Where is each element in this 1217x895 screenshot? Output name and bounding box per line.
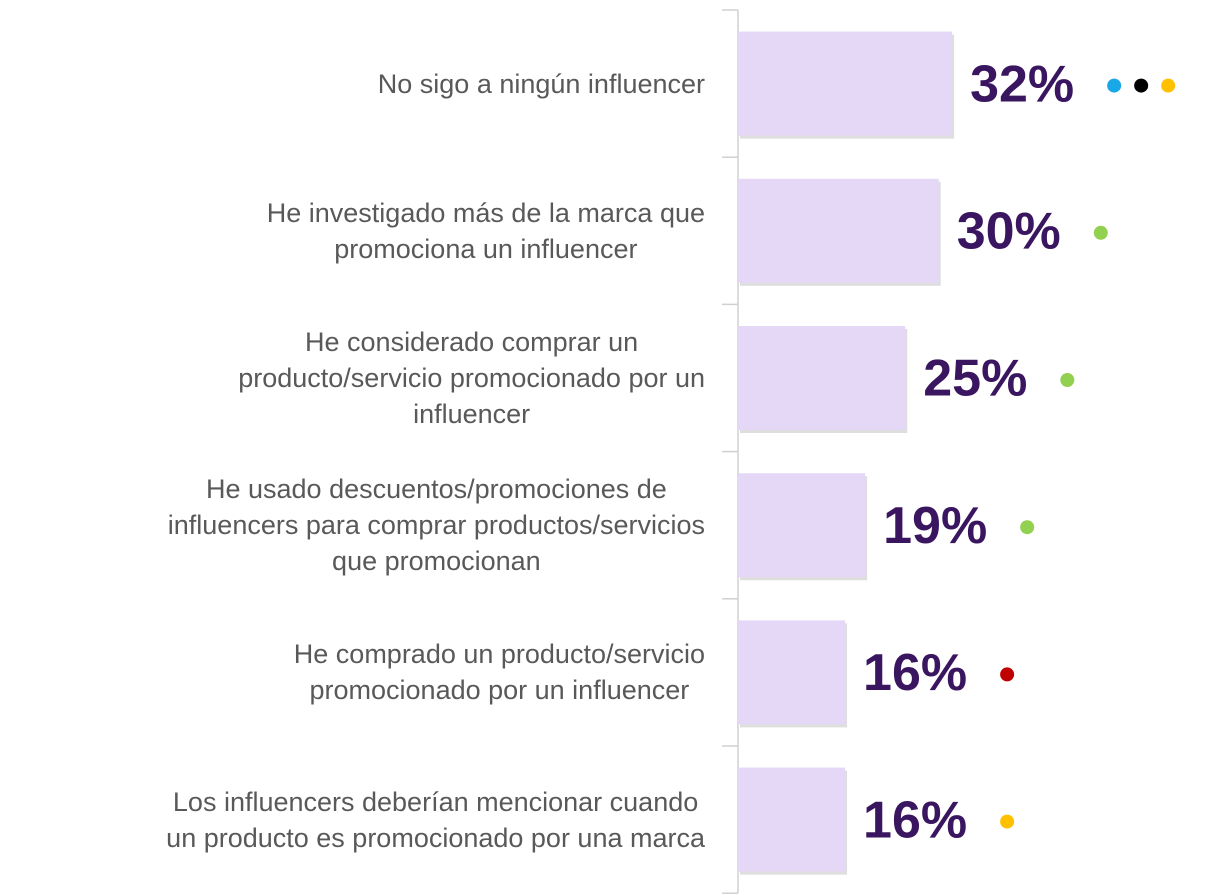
category-label: He considerado comprar un producto/servi… xyxy=(238,327,705,429)
value-label: 16% xyxy=(863,791,967,849)
value-label: 25% xyxy=(923,350,1027,408)
bar xyxy=(738,620,846,725)
marker-dot xyxy=(1134,78,1149,93)
value-label: 16% xyxy=(863,644,967,702)
value-label: 30% xyxy=(957,203,1061,261)
bar xyxy=(738,473,866,578)
category-label: No sigo a ningún influencer xyxy=(377,68,705,99)
value-label: 19% xyxy=(883,497,987,555)
marker-dot xyxy=(1060,373,1075,387)
bar xyxy=(738,31,953,136)
marker-dot xyxy=(1020,520,1035,535)
marker-dot xyxy=(1107,78,1122,93)
value-label: 32% xyxy=(970,55,1074,113)
category-label: He usado descuentos/promociones de influ… xyxy=(167,474,705,577)
marker-dot xyxy=(1161,78,1176,93)
category-label: Los influencers deberían mencionar cuand… xyxy=(166,786,705,853)
bar xyxy=(738,767,846,872)
marker-dot xyxy=(1000,667,1015,682)
bar xyxy=(738,326,906,430)
category-label: He comprado un producto/servicio promoci… xyxy=(293,639,705,706)
category-label: He investigado más de la marca que promo… xyxy=(266,197,705,264)
marker-dot xyxy=(1000,814,1015,829)
bar xyxy=(738,178,939,283)
marker-dot xyxy=(1093,225,1108,240)
